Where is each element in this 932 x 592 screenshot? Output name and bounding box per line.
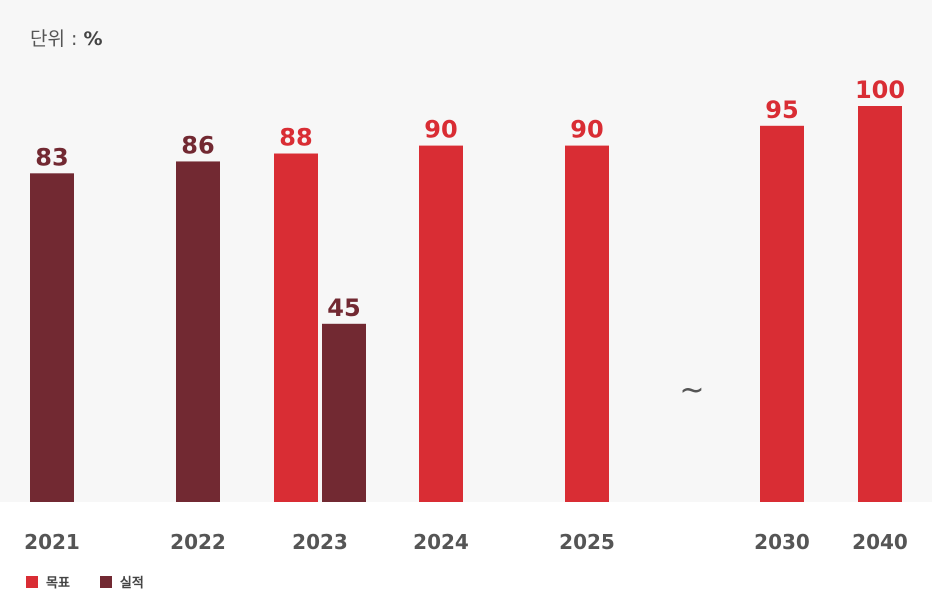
unit-symbol: % (83, 28, 103, 50)
value-label-2030-s0: 95 (765, 96, 798, 124)
value-label-2025-s0: 90 (570, 116, 603, 144)
value-label-2023-s1: 45 (327, 294, 360, 322)
x-tick-label-2025: 2025 (559, 530, 615, 554)
bar-2024-s0 (419, 145, 463, 502)
x-tick-label-2030: 2030 (754, 530, 810, 554)
bar-2023-s0 (274, 153, 318, 502)
bar-2030-s0 (760, 125, 804, 503)
value-label-2040-s0: 100 (855, 76, 905, 104)
legend-swatch-target (26, 575, 38, 588)
bar-2023-s1 (322, 323, 366, 502)
value-label-2022-s1: 86 (181, 131, 214, 159)
x-tick-label-2022: 2022 (170, 530, 226, 554)
x-tick-label-2021: 2021 (24, 530, 80, 554)
legend-item-target: 목표 (26, 572, 70, 591)
x-tick-label-2023: 2023 (292, 530, 348, 554)
bar-2040-s0 (858, 106, 902, 502)
legend-label-target: 목표 (46, 576, 70, 591)
legend-item-actual: 실적 (99, 572, 144, 591)
legend-label-actual: 실적 (119, 576, 144, 591)
value-label-2024-s0: 90 (424, 116, 457, 144)
x-tick-label-2024: 2024 (413, 530, 469, 554)
unit-prefix: 단위 : (30, 28, 84, 50)
x-tick-label-2040: 2040 (852, 530, 908, 554)
legend: 목표 실적 (26, 572, 174, 591)
bar-2022-s1 (176, 161, 220, 502)
bar-2025-s0 (565, 145, 609, 502)
axis-break-symbol: ~ (679, 373, 704, 408)
unit-label: 단위 : % (30, 24, 103, 51)
value-label-2021-s1: 83 (35, 143, 68, 171)
bar-2021-s1 (30, 173, 74, 502)
legend-swatch-actual (99, 575, 112, 588)
value-label-2023-s0: 88 (279, 124, 312, 152)
